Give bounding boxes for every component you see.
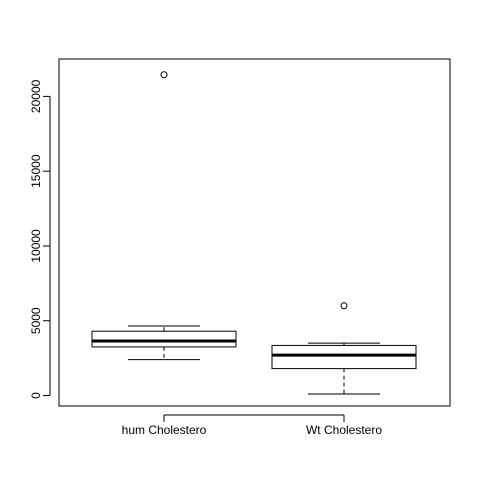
plot-frame bbox=[58, 58, 451, 407]
x-axis: hum Cholestero Wt Cholestero bbox=[122, 414, 382, 437]
box-iqr bbox=[271, 344, 417, 370]
y-tick-label: 10000 bbox=[29, 229, 43, 263]
x-tick-label: hum Cholestero bbox=[122, 423, 207, 437]
y-tick-label: 15000 bbox=[29, 154, 43, 188]
y-tick-label: 0 bbox=[29, 392, 43, 399]
y-tick-label: 20000 bbox=[29, 79, 43, 113]
outlier-point bbox=[160, 71, 168, 79]
box-iqr bbox=[91, 330, 237, 348]
box-1 bbox=[91, 71, 237, 361]
boxes-group bbox=[91, 71, 417, 395]
outlier-point bbox=[340, 302, 348, 310]
x-tick-label: Wt Cholestero bbox=[306, 423, 382, 437]
box-2 bbox=[271, 302, 417, 395]
y-axis: 0 5000 10000 15000 20000 bbox=[29, 79, 51, 399]
y-tick-label: 5000 bbox=[29, 307, 43, 334]
